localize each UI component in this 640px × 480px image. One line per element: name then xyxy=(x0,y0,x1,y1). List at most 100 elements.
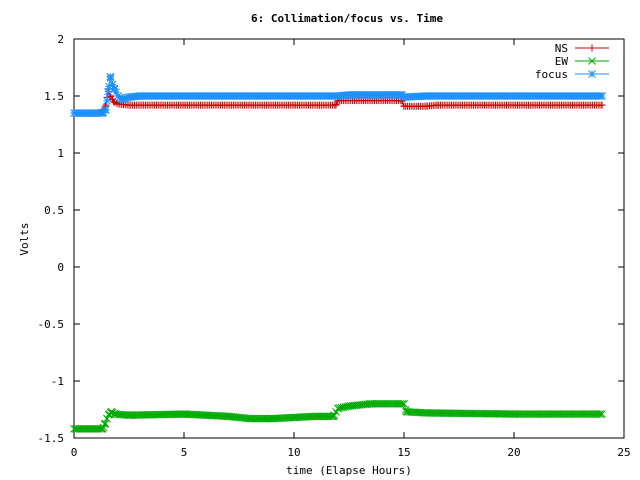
data-point xyxy=(88,425,97,433)
data-point xyxy=(449,409,458,418)
data-point xyxy=(150,410,159,419)
data-point xyxy=(143,410,152,419)
data-point xyxy=(487,409,496,418)
chart-title: 6: Collimation/focus vs. Time xyxy=(251,12,443,25)
legend-marker xyxy=(588,57,596,65)
data-point xyxy=(139,411,148,419)
data-point xyxy=(165,410,174,419)
data-point xyxy=(101,419,110,428)
data-point xyxy=(458,409,467,418)
data-point xyxy=(528,410,537,418)
data-point xyxy=(370,399,379,408)
data-point xyxy=(161,410,170,419)
legend-label: NS xyxy=(555,42,568,55)
tick-labels: 0 5 10 15 20 25 -1.5 -1 -0.5 0 0.5 1 1.5 2 xyxy=(38,33,631,459)
data-point xyxy=(476,409,485,418)
data-point xyxy=(323,412,331,421)
data-point xyxy=(389,399,397,408)
data-point xyxy=(478,409,487,418)
data-point xyxy=(71,425,80,433)
data-point xyxy=(376,399,384,408)
data-point xyxy=(546,410,555,418)
data-point xyxy=(471,409,480,418)
data-point xyxy=(378,399,386,408)
data-point xyxy=(90,425,99,433)
data-point xyxy=(497,410,505,418)
data-point xyxy=(484,409,493,418)
data-point xyxy=(385,399,394,408)
data-point xyxy=(387,399,395,408)
data-point xyxy=(454,409,463,418)
data-point xyxy=(526,410,535,418)
data-point xyxy=(519,410,527,418)
data-point xyxy=(258,414,267,423)
data-point xyxy=(489,409,498,418)
data-point xyxy=(379,399,388,408)
data-point xyxy=(473,409,482,418)
data-point xyxy=(394,399,403,408)
data-point xyxy=(172,410,181,419)
data-point xyxy=(310,412,318,421)
data-point xyxy=(581,410,590,418)
data-point xyxy=(332,101,340,109)
data-point xyxy=(315,412,324,421)
data-point xyxy=(169,410,177,419)
data-point xyxy=(572,410,580,418)
data-point xyxy=(79,425,88,433)
y-axis-label: Volts xyxy=(18,222,31,255)
data-point xyxy=(566,410,575,418)
data-point xyxy=(506,410,515,418)
data-point xyxy=(425,409,434,417)
data-point xyxy=(524,410,533,418)
data-point xyxy=(92,425,100,433)
data-point xyxy=(392,399,401,408)
data-point xyxy=(579,410,588,418)
data-point xyxy=(511,410,520,418)
data-point xyxy=(443,409,452,418)
data-point xyxy=(453,409,461,418)
x-tick-label: 25 xyxy=(617,446,630,459)
data-point xyxy=(517,410,526,418)
data-point xyxy=(432,409,441,417)
legend-item-ew: EW xyxy=(555,55,609,68)
data-point xyxy=(467,409,476,418)
data-point xyxy=(84,425,93,433)
data-point xyxy=(436,409,445,417)
data-point xyxy=(515,410,524,418)
y-tick-label: 1.5 xyxy=(44,90,64,103)
data-point xyxy=(390,399,399,408)
data-point xyxy=(81,425,89,433)
data-point xyxy=(590,410,599,418)
data-point xyxy=(75,425,84,433)
x-tick-label: 5 xyxy=(181,446,188,459)
data-point xyxy=(469,409,478,418)
data-point xyxy=(583,410,591,418)
data-point xyxy=(440,409,449,418)
data-point xyxy=(163,410,172,419)
data-point xyxy=(104,87,112,96)
data-point xyxy=(70,425,78,433)
data-point xyxy=(561,410,569,418)
data-point xyxy=(495,410,504,418)
data-point xyxy=(555,410,564,418)
data-point xyxy=(130,411,139,419)
data-point xyxy=(98,425,107,433)
data-point xyxy=(106,74,115,82)
plot-border xyxy=(73,38,625,439)
data-point xyxy=(134,411,142,419)
data-point xyxy=(167,410,175,419)
data-point xyxy=(103,96,111,105)
data-point xyxy=(475,409,483,418)
data-point xyxy=(368,399,377,408)
data-point xyxy=(598,101,606,109)
data-point xyxy=(126,411,135,420)
data-point xyxy=(500,410,509,418)
y-tick-label: -1.5 xyxy=(38,432,65,445)
data-point xyxy=(553,410,562,418)
data-point xyxy=(594,410,602,418)
y-tick-label: 0 xyxy=(57,261,64,274)
data-point xyxy=(255,414,263,423)
data-point xyxy=(154,410,163,419)
data-point xyxy=(110,98,118,106)
